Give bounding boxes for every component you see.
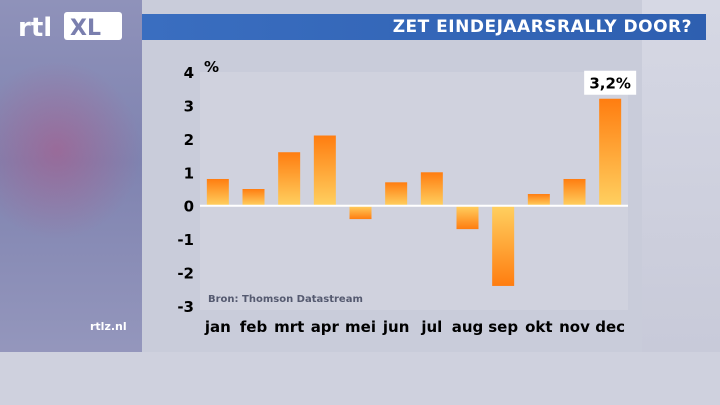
x-tick-label-mei: mei [345, 318, 376, 336]
bar-mrt [278, 152, 301, 206]
background-right-panel [642, 0, 720, 352]
bar-jan [206, 178, 229, 206]
x-tick-label-dec: dec [595, 318, 625, 336]
y-tick-label: 0 [184, 198, 194, 216]
y-tick-label: 1 [184, 164, 194, 182]
chart-title: ZET EINDEJAARSRALLY DOOR? [392, 17, 692, 37]
y-tick-label: -2 [177, 265, 194, 283]
bar-jun [385, 182, 408, 206]
background-left-panel [0, 0, 142, 405]
svg-text:rtl: rtl [18, 13, 52, 43]
x-tick-label-feb: feb [240, 318, 268, 336]
x-tick-label-jun: jun [382, 318, 410, 336]
y-axis-unit: % [204, 58, 219, 76]
y-tick-label: -1 [177, 231, 194, 249]
bar-okt [527, 194, 550, 206]
data-label-dec: 3,2% [584, 70, 637, 95]
source-note: Bron: Thomson Datastream [208, 294, 363, 305]
background-bottom-band [0, 352, 720, 405]
bar-nov [563, 178, 586, 206]
y-tick-label: 4 [184, 64, 194, 82]
x-tick-label-mrt: mrt [274, 318, 304, 336]
bar-mei [349, 205, 372, 220]
bar-apr [313, 135, 336, 206]
bar-jul [420, 172, 443, 206]
website-label: rtlz.nl [90, 320, 127, 333]
bar-dec [599, 98, 622, 206]
background-glow [0, 60, 142, 240]
x-tick-label-jan: jan [204, 318, 231, 336]
svg-text:3,2%: 3,2% [589, 75, 631, 93]
plot-area [200, 72, 628, 310]
x-tick-label-jul: jul [420, 318, 442, 336]
x-tick-label-sep: sep [488, 318, 518, 336]
y-tick-label: -3 [177, 298, 194, 316]
rtl-xl-logo: rtl XL [18, 12, 122, 43]
y-tick-label: 2 [184, 131, 194, 149]
title-bar: ZET EINDEJAARSRALLY DOOR? [142, 14, 706, 40]
x-tick-label-aug: aug [452, 318, 484, 336]
bar-sep [492, 205, 515, 286]
bar-aug [456, 205, 479, 230]
x-tick-label-nov: nov [559, 318, 590, 336]
bar-feb [242, 189, 265, 206]
x-tick-label-apr: apr [311, 318, 340, 336]
y-tick-label: 3 [184, 97, 194, 115]
svg-text:XL: XL [70, 16, 101, 41]
x-tick-label-okt: okt [525, 318, 552, 336]
